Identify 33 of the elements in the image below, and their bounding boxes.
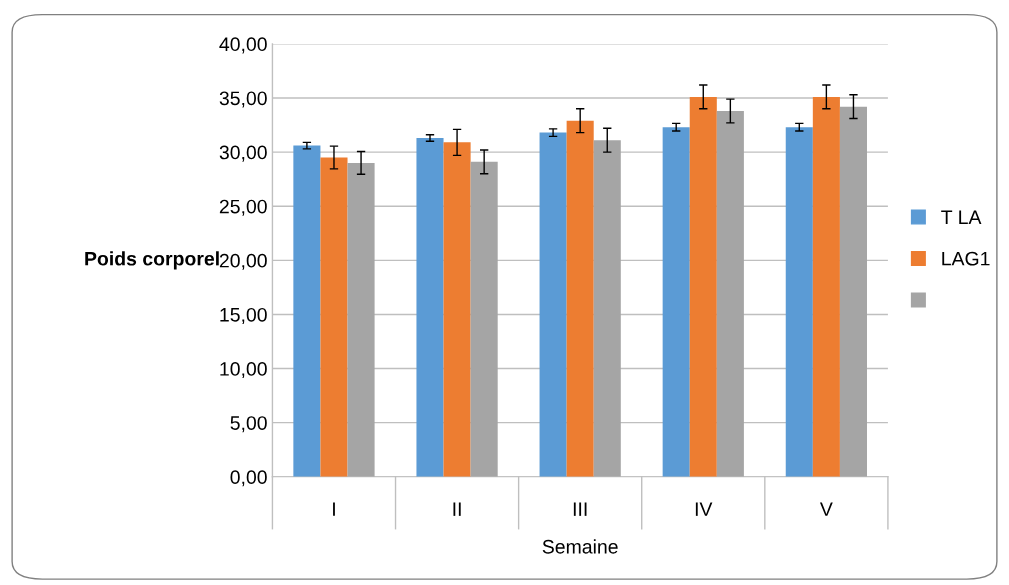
y-tick-label: 10,00 <box>220 362 267 379</box>
y-tick-label: 25,00 <box>219 199 267 216</box>
bar <box>716 110 744 477</box>
y-tick-label: 40,00 <box>219 37 267 54</box>
y-tick-label: 35,00 <box>219 91 267 108</box>
x-tick-label: III <box>573 502 587 516</box>
bar <box>320 157 348 477</box>
y-tick-label: 0,00 <box>230 470 267 487</box>
x-tick-label: II <box>453 502 461 516</box>
bar <box>347 162 375 477</box>
bar <box>416 138 444 477</box>
bar <box>539 132 567 477</box>
x-tick-label: V <box>819 502 833 516</box>
y-tick-label: 30,00 <box>219 145 267 162</box>
bar <box>785 127 813 477</box>
bar <box>812 96 840 477</box>
y-tick-label: 20,00 <box>219 253 267 270</box>
y-axis-title: Poids corporel <box>85 251 219 270</box>
bar <box>293 145 321 477</box>
x-tick-label: IV <box>695 502 713 516</box>
bar <box>839 106 867 477</box>
y-tick-label: 15,00 <box>220 307 267 324</box>
legend-label: T LA <box>941 210 982 224</box>
bar <box>689 96 717 477</box>
bar <box>470 161 498 477</box>
y-tick-label: 5,00 <box>230 416 267 433</box>
x-tick-label: I <box>333 502 335 516</box>
legend-label: LAG1 <box>942 251 990 266</box>
x-axis-title: Semaine <box>542 539 618 554</box>
bar <box>566 120 594 477</box>
bar <box>443 142 471 477</box>
bar <box>662 127 690 477</box>
bar <box>593 140 621 477</box>
